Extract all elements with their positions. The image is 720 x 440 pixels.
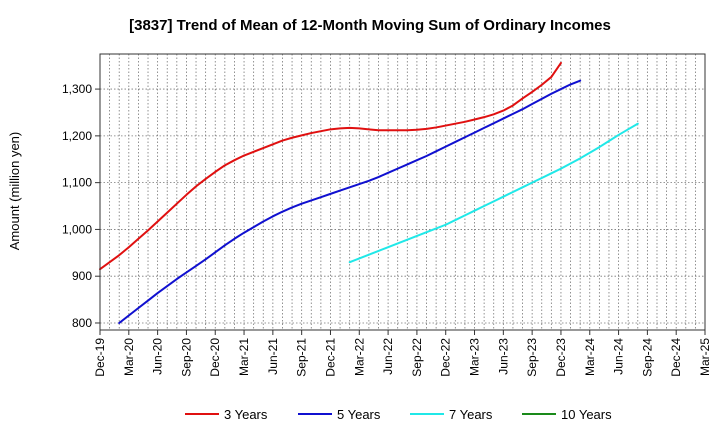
x-tick-label: Dec-24: [669, 338, 683, 377]
x-tick-label: Mar-23: [468, 338, 482, 376]
legend: 3 Years 5 Years 7 Years 10 Years: [185, 407, 612, 422]
y-tick-label: 1,200: [62, 129, 92, 143]
series-layer: [99, 61, 639, 324]
y-axis-label: Amount (million yen): [7, 132, 22, 251]
x-tick-label: Dec-20: [208, 338, 222, 377]
y-tick-label: 800: [72, 316, 92, 330]
legend-label: 7 Years: [449, 407, 493, 422]
legend-label: 10 Years: [561, 407, 612, 422]
x-tick-label: Sep-22: [410, 338, 424, 377]
x-tick-label: Sep-21: [295, 338, 309, 377]
x-tick-label: Sep-23: [525, 338, 539, 377]
x-tick-label: Sep-24: [640, 338, 654, 377]
series-line-7-years: [348, 122, 639, 264]
y-tick-label: 1,300: [62, 82, 92, 96]
chart-title: [3837] Trend of Mean of 12-Month Moving …: [129, 17, 611, 34]
series-line-3-years: [99, 61, 562, 271]
y-tick-label: 900: [72, 269, 92, 283]
x-tick-label: Mar-20: [122, 338, 136, 376]
x-tick-label: Mar-21: [237, 338, 251, 376]
x-tick-label: Dec-19: [93, 338, 107, 377]
grid: [100, 54, 705, 330]
x-tick-label: Jun-24: [612, 338, 626, 375]
x-tick-label: Dec-22: [439, 338, 453, 377]
x-tick-label: Sep-20: [179, 338, 193, 377]
y-ticks: 800 900 1,000 1,100 1,200 1,300: [62, 82, 100, 330]
x-tick-label: Jun-21: [266, 338, 280, 375]
x-tick-label: Jun-22: [381, 338, 395, 375]
x-tick-label: Mar-24: [583, 338, 597, 376]
x-tick-label: Jun-20: [151, 338, 165, 375]
y-tick-label: 1,000: [62, 222, 92, 236]
x-tick-label: Dec-23: [554, 338, 568, 377]
x-tick-label: Dec-21: [323, 338, 337, 377]
x-tick-label: Mar-25: [698, 338, 712, 376]
y-tick-label: 1,100: [62, 176, 92, 190]
x-tick-label: Jun-23: [496, 338, 510, 375]
legend-label: 3 Years: [224, 407, 268, 422]
x-ticks: Dec-19 Mar-20 Jun-20 Sep-20 Dec-20 Mar-21 Jun-…: [93, 330, 712, 377]
series-line-5-years: [118, 79, 582, 324]
x-tick-label: Mar-22: [352, 338, 366, 376]
legend-label: 5 Years: [337, 407, 381, 422]
plot-frame: [99, 53, 706, 331]
